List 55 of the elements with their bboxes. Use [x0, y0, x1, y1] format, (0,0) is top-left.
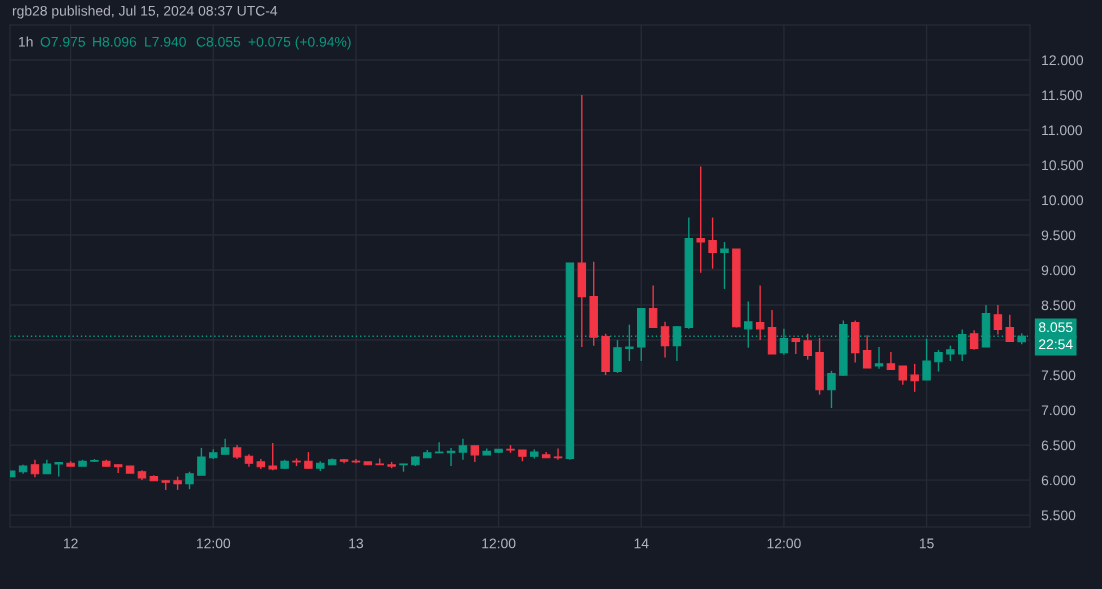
x-tick-label: 15 [919, 538, 934, 549]
y-tick-label: 5.500 [1041, 510, 1076, 521]
candlestick [862, 334, 872, 369]
candlestick [910, 363, 919, 393]
text: 22:54 [1039, 339, 1073, 350]
candlestick [696, 165, 705, 274]
y-tick-label: 9.000 [1041, 265, 1076, 276]
candlestick [197, 447, 206, 476]
candlestick [934, 349, 943, 373]
candlestick [1005, 314, 1015, 343]
candlestick [922, 337, 931, 381]
x-tick-label: 14 [634, 538, 649, 549]
y-tick-label: 7.500 [1041, 370, 1076, 381]
y-tick-label: 6.000 [1041, 475, 1076, 486]
y-tick-label: 11.000 [1042, 125, 1083, 136]
x-tick-label: 12:00 [482, 538, 516, 549]
candlestick [744, 300, 753, 349]
y-tick-label: 9.500 [1041, 230, 1076, 241]
annotation: C8.055 [196, 36, 241, 47]
annotation: L7.940 [145, 36, 186, 47]
candlestick [458, 438, 468, 461]
ref-line-label: 8.055 [1038, 322, 1073, 333]
x-tick-label: 12:00 [767, 538, 801, 549]
candlestick [755, 284, 765, 341]
y-tick-label: 8.500 [1041, 300, 1076, 311]
y-tick-label: 7.000 [1041, 405, 1076, 416]
x-tick-label: 12 [63, 538, 78, 549]
candlestick [648, 284, 658, 329]
candlestick [434, 441, 444, 454]
chart-title: rgb28 published, Jul 15, 2024 08:37 UTC-4 [12, 5, 278, 19]
candlestick [886, 351, 896, 371]
candlestick [113, 463, 123, 474]
candlestick [268, 442, 277, 471]
y-tick-label: 10.500 [1042, 160, 1084, 171]
y-tick-label: 6.500 [1041, 440, 1076, 451]
candlestick [803, 333, 812, 361]
annotation: H8.096 [93, 36, 137, 47]
candlestick [660, 321, 670, 359]
candlestick [720, 241, 729, 290]
x-tick-label: 13 [349, 538, 364, 549]
x-tick-label: 12:00 [196, 538, 231, 549]
annotation: +0.075 (+0.94%) [248, 36, 351, 50]
candlestick [827, 370, 836, 409]
y-tick-label: 11.500 [1042, 90, 1083, 101]
candlestick [969, 329, 979, 351]
candlestick [898, 365, 908, 386]
candlestick [613, 339, 622, 374]
candlestick [993, 304, 1003, 336]
y-tick-label: 12.000 [1042, 55, 1084, 66]
candlestick [874, 346, 884, 370]
text: 1h [19, 36, 33, 47]
y-tick-label: 10.000 [1042, 195, 1084, 206]
annotation: O7.975 [40, 36, 85, 47]
candlestick [708, 216, 717, 270]
candlestick [553, 447, 563, 461]
